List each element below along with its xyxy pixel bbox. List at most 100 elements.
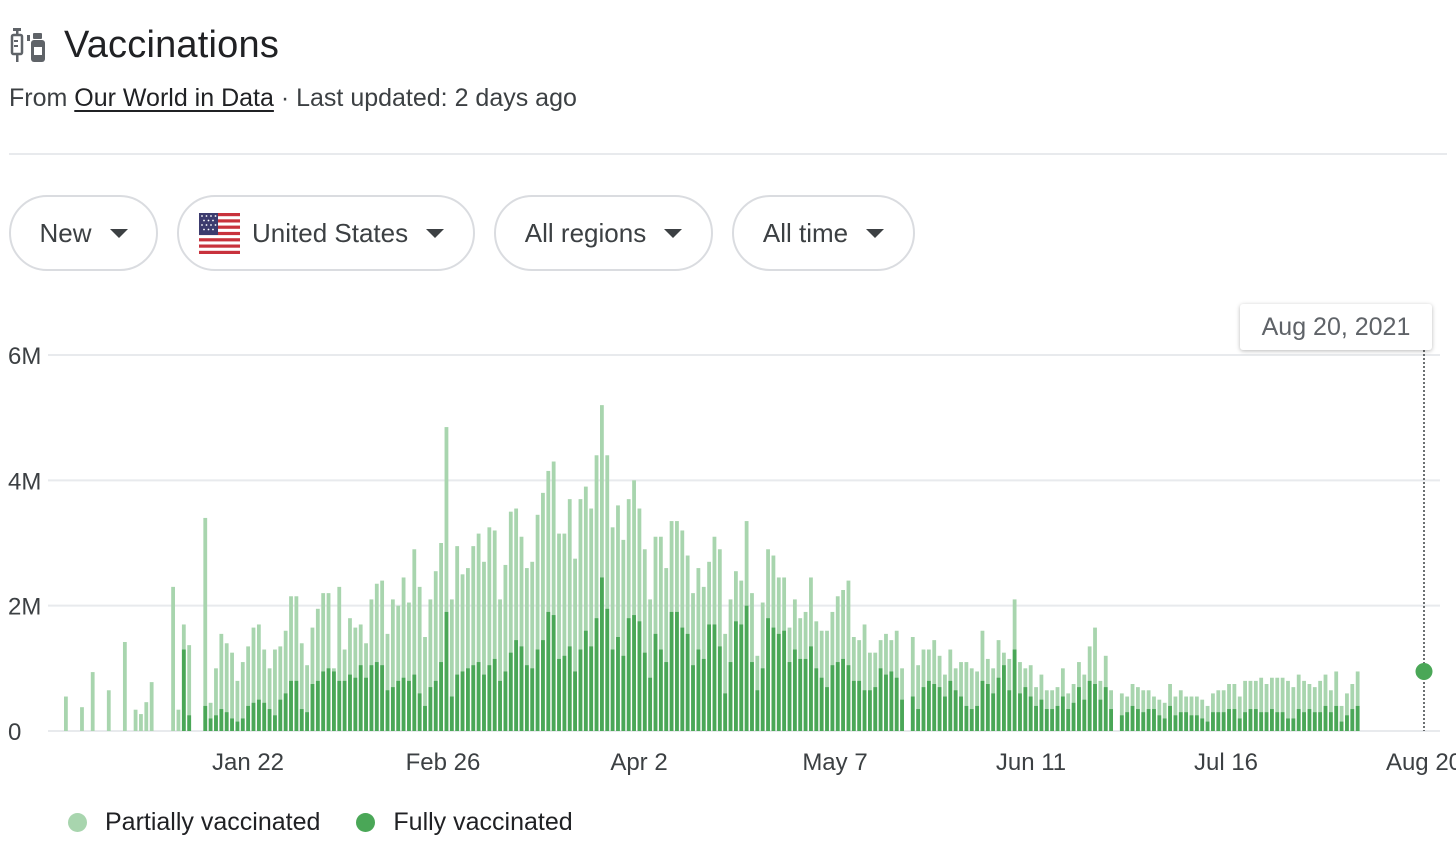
full-bar — [310, 684, 315, 731]
full-bar — [1216, 712, 1221, 731]
full-bar — [1302, 712, 1306, 731]
full-bar — [669, 611, 674, 731]
full-bar — [1012, 649, 1017, 731]
full-bar — [1168, 705, 1172, 731]
full-bar — [1296, 709, 1301, 731]
full-bar — [401, 677, 406, 731]
x-tick-label: Aug 20 — [1386, 749, 1456, 776]
full-bar — [873, 687, 878, 731]
partial-bar — [1189, 696, 1194, 731]
full-bar — [1039, 699, 1044, 731]
y-axis-ticks: 0 2M 4M 6M — [8, 343, 41, 746]
partial-bar — [1350, 684, 1355, 731]
full-bar — [675, 611, 679, 731]
time-range-dropdown-label: All time — [762, 217, 849, 248]
full-bar — [1077, 687, 1081, 731]
partial-bar — [133, 709, 138, 731]
partial-bar — [519, 536, 524, 731]
partial-bar — [910, 637, 915, 731]
full-bar — [353, 677, 358, 731]
full-bar — [728, 662, 733, 731]
full-bar — [385, 690, 390, 731]
full-bar — [857, 680, 862, 731]
partial-bar — [235, 680, 240, 731]
full-bar — [567, 646, 572, 731]
x-tick-label: Apr 2 — [610, 749, 667, 776]
legend-label-partial: Partially vaccinated — [105, 808, 321, 836]
source-link[interactable]: Our World in Data — [74, 84, 274, 112]
partial-bar — [208, 702, 213, 731]
full-bar — [959, 696, 963, 731]
partial-bar — [1302, 680, 1306, 731]
partial-bar — [455, 546, 460, 731]
full-bar — [787, 662, 792, 731]
full-bar — [835, 662, 840, 731]
full-bar — [985, 684, 990, 731]
partial-bar — [1323, 674, 1328, 731]
partial-bar — [535, 514, 540, 731]
vaccine-syringe-icon — [10, 28, 45, 62]
full-bar — [1339, 721, 1344, 731]
y-tick-label: 6M — [8, 343, 41, 370]
time-range-dropdown[interactable]: All time — [732, 195, 915, 271]
full-bar — [1194, 715, 1199, 731]
full-bar — [900, 699, 904, 731]
partial-bar — [1286, 680, 1290, 731]
full-bar — [1237, 718, 1242, 731]
full-bar — [819, 677, 824, 731]
full-bar — [637, 621, 642, 731]
partial-bar — [90, 672, 95, 731]
partial-bar — [980, 630, 985, 731]
partial-bar — [969, 668, 974, 731]
full-bar — [1259, 712, 1264, 731]
full-bar — [1066, 709, 1071, 731]
full-bar — [782, 630, 787, 731]
partial-bar — [825, 630, 829, 731]
country-dropdown[interactable]: United States — [177, 195, 475, 271]
vaccinations-bar-chart[interactable]: 0 2M 4M 6M Jan 22 Feb 26 Apr 2 May 7 Jun 11 Jul … — [0, 300, 1456, 790]
highlight-point — [1415, 662, 1433, 680]
full-bar — [980, 680, 985, 731]
partial-bar — [1307, 684, 1312, 731]
full-bar — [937, 687, 942, 731]
full-bar — [953, 690, 958, 731]
partial-bar — [541, 492, 545, 731]
partial-bar — [492, 530, 497, 731]
partial-bar — [653, 536, 658, 731]
full-bar — [551, 615, 556, 731]
partial-bar — [1136, 687, 1140, 731]
type-dropdown[interactable]: New — [9, 195, 158, 271]
full-bar — [1162, 718, 1167, 731]
full-bar — [916, 709, 921, 731]
legend-item-full[interactable]: Fully vaccinated — [356, 808, 573, 837]
partial-bar — [80, 707, 84, 731]
partial-bar — [583, 486, 588, 731]
partial-bar — [273, 649, 277, 731]
full-bar — [712, 624, 717, 731]
partial-bar — [562, 533, 567, 731]
full-bar — [364, 677, 368, 731]
partial-bar — [1339, 705, 1344, 731]
partial-bar — [187, 645, 192, 731]
full-bar — [1157, 715, 1162, 731]
full-bar — [380, 665, 385, 731]
regions-dropdown[interactable]: All regions — [494, 195, 713, 271]
partial-bar — [567, 499, 572, 731]
full-bar — [251, 702, 256, 731]
full-bar — [943, 696, 947, 731]
full-bar — [921, 687, 926, 731]
x-tick-label: May 7 — [802, 749, 867, 776]
full-bar — [1291, 718, 1296, 731]
partial-bar — [246, 646, 251, 731]
partial-bar — [1227, 684, 1231, 731]
partial-bar — [1162, 702, 1167, 731]
partial-bar — [64, 696, 68, 731]
full-bar — [407, 680, 411, 731]
full-bar — [573, 671, 577, 731]
full-bar — [203, 705, 208, 731]
partial-bar — [600, 405, 604, 731]
type-dropdown-label: New — [39, 217, 92, 248]
partial-bar — [964, 662, 969, 731]
page-title: Vaccinations — [64, 23, 280, 66]
legend-item-partial[interactable]: Partially vaccinated — [68, 808, 320, 837]
